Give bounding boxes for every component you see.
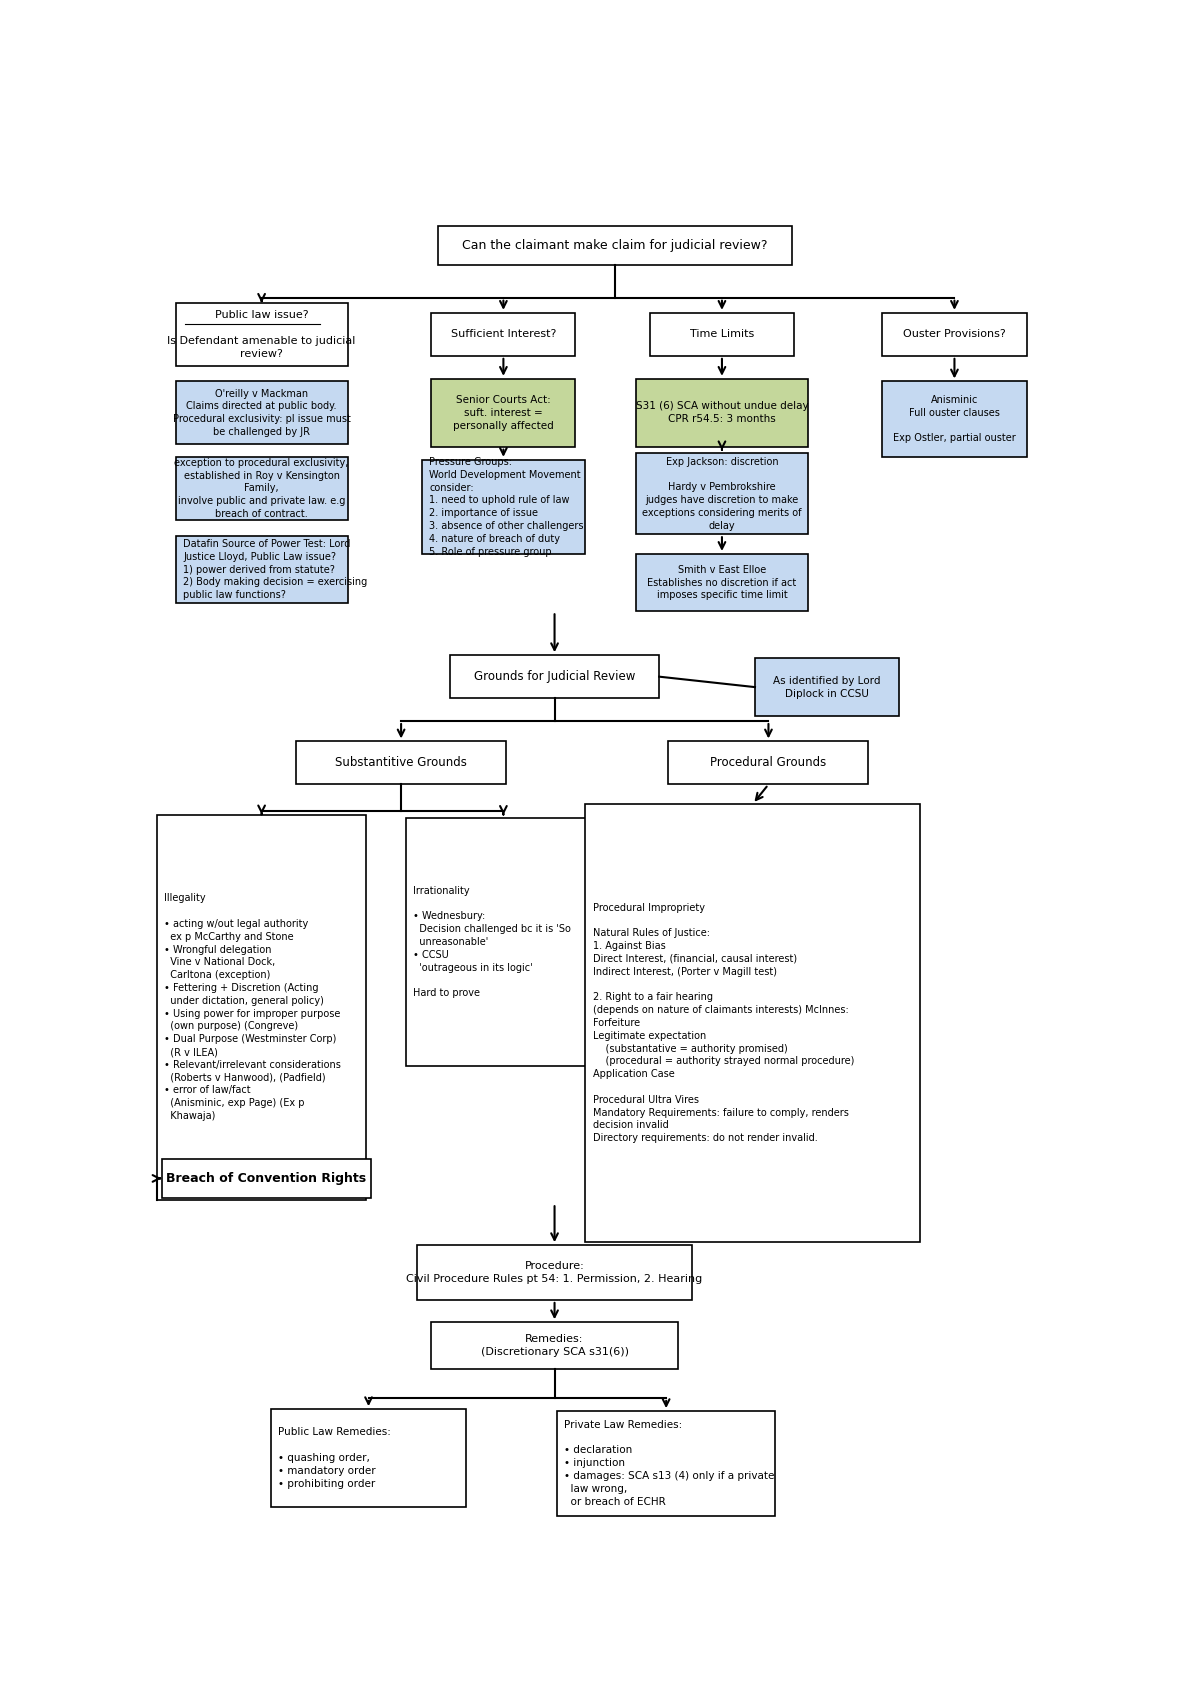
Text: Can the claimant make claim for judicial review?: Can the claimant make claim for judicial… xyxy=(462,239,768,251)
Text: As identified by Lord
Diplock in CCSU: As identified by Lord Diplock in CCSU xyxy=(773,675,881,699)
FancyBboxPatch shape xyxy=(418,1246,691,1300)
FancyBboxPatch shape xyxy=(296,742,505,784)
Text: Procedural Impropriety

Natural Rules of Justice:
1. Against Bias
Direct Interes: Procedural Impropriety Natural Rules of … xyxy=(593,903,854,1144)
Text: Datafin Source of Power Test: Lord
Justice Lloyd, Public Law issue?
1) power der: Datafin Source of Power Test: Lord Justi… xyxy=(184,540,367,601)
FancyBboxPatch shape xyxy=(450,655,659,697)
FancyBboxPatch shape xyxy=(271,1409,466,1507)
Text: Public Law Remedies:

• quashing order,
• mandatory order
• prohibiting order: Public Law Remedies: • quashing order, •… xyxy=(278,1427,391,1488)
FancyBboxPatch shape xyxy=(157,815,366,1200)
FancyBboxPatch shape xyxy=(175,382,348,445)
FancyBboxPatch shape xyxy=(636,453,808,535)
FancyBboxPatch shape xyxy=(175,536,348,604)
FancyBboxPatch shape xyxy=(882,312,1026,356)
FancyBboxPatch shape xyxy=(438,226,792,265)
Text: Senior Courts Act:
suft. interest =
personally affected: Senior Courts Act: suft. interest = pers… xyxy=(454,395,553,431)
FancyBboxPatch shape xyxy=(668,742,869,784)
Text: Public law issue?

Is Defendant amenable to judicial
review?: Public law issue? Is Defendant amenable … xyxy=(168,311,355,358)
FancyBboxPatch shape xyxy=(431,378,576,446)
FancyBboxPatch shape xyxy=(422,460,584,553)
FancyBboxPatch shape xyxy=(431,312,576,356)
Text: Breach of Convention Rights: Breach of Convention Rights xyxy=(166,1173,366,1185)
FancyBboxPatch shape xyxy=(882,382,1026,456)
FancyBboxPatch shape xyxy=(650,312,794,356)
FancyBboxPatch shape xyxy=(431,1322,678,1369)
FancyBboxPatch shape xyxy=(755,658,899,716)
FancyBboxPatch shape xyxy=(586,804,920,1242)
Text: exception to procedural exclusivity,
established in Roy v Kensington
Family,
inv: exception to procedural exclusivity, est… xyxy=(174,458,349,519)
Text: Grounds for Judicial Review: Grounds for Judicial Review xyxy=(474,670,635,684)
FancyBboxPatch shape xyxy=(636,378,808,446)
Text: Sufficient Interest?: Sufficient Interest? xyxy=(451,329,556,339)
Text: S31 (6) SCA without undue delay
CPR r54.5: 3 months: S31 (6) SCA without undue delay CPR r54.… xyxy=(636,400,809,424)
Text: Private Law Remedies:

• declaration
• injunction
• damages: SCA s13 (4) only if: Private Law Remedies: • declaration • in… xyxy=(564,1420,775,1507)
FancyBboxPatch shape xyxy=(162,1159,371,1198)
Text: Irrationality

• Wednesbury:
  Decision challenged bc it is 'So
  unreasonable'
: Irrationality • Wednesbury: Decision cha… xyxy=(413,886,571,998)
FancyBboxPatch shape xyxy=(175,456,348,519)
FancyBboxPatch shape xyxy=(557,1410,775,1515)
Text: Procedure:
Civil Procedure Rules pt 54: 1. Permission, 2. Hearing: Procedure: Civil Procedure Rules pt 54: … xyxy=(407,1261,703,1285)
FancyBboxPatch shape xyxy=(406,818,601,1066)
Text: Exp Jackson: discretion

Hardy v Pembrokshire
judges have discretion to make
exc: Exp Jackson: discretion Hardy v Pembroks… xyxy=(642,456,802,531)
Text: Ouster Provisions?: Ouster Provisions? xyxy=(904,329,1006,339)
Text: Procedural Grounds: Procedural Grounds xyxy=(710,757,827,769)
Text: Smith v East Elloe
Establishes no discretion if act
imposes specific time limit: Smith v East Elloe Establishes no discre… xyxy=(647,565,797,601)
Text: Substantitive Grounds: Substantitive Grounds xyxy=(335,757,467,769)
Text: Pressure Groups:
World Development Movement
consider:
1. need to uphold rule of : Pressure Groups: World Development Movem… xyxy=(430,456,584,557)
Text: Anisminic
Full ouster clauses

Exp Ostler, partial ouster: Anisminic Full ouster clauses Exp Ostler… xyxy=(893,395,1016,443)
Text: Illegality

• acting w/out legal authority
  ex p McCarthy and Stone
• Wrongful : Illegality • acting w/out legal authorit… xyxy=(164,893,341,1122)
Text: Remedies:
(Discretionary SCA s31(6)): Remedies: (Discretionary SCA s31(6)) xyxy=(480,1334,629,1358)
Text: Time Limits: Time Limits xyxy=(690,329,754,339)
FancyBboxPatch shape xyxy=(636,553,808,611)
FancyBboxPatch shape xyxy=(175,304,348,365)
Text: O'reilly v Mackman
Claims directed at public body.
Procedural exclusivity: pl is: O'reilly v Mackman Claims directed at pu… xyxy=(173,389,350,436)
